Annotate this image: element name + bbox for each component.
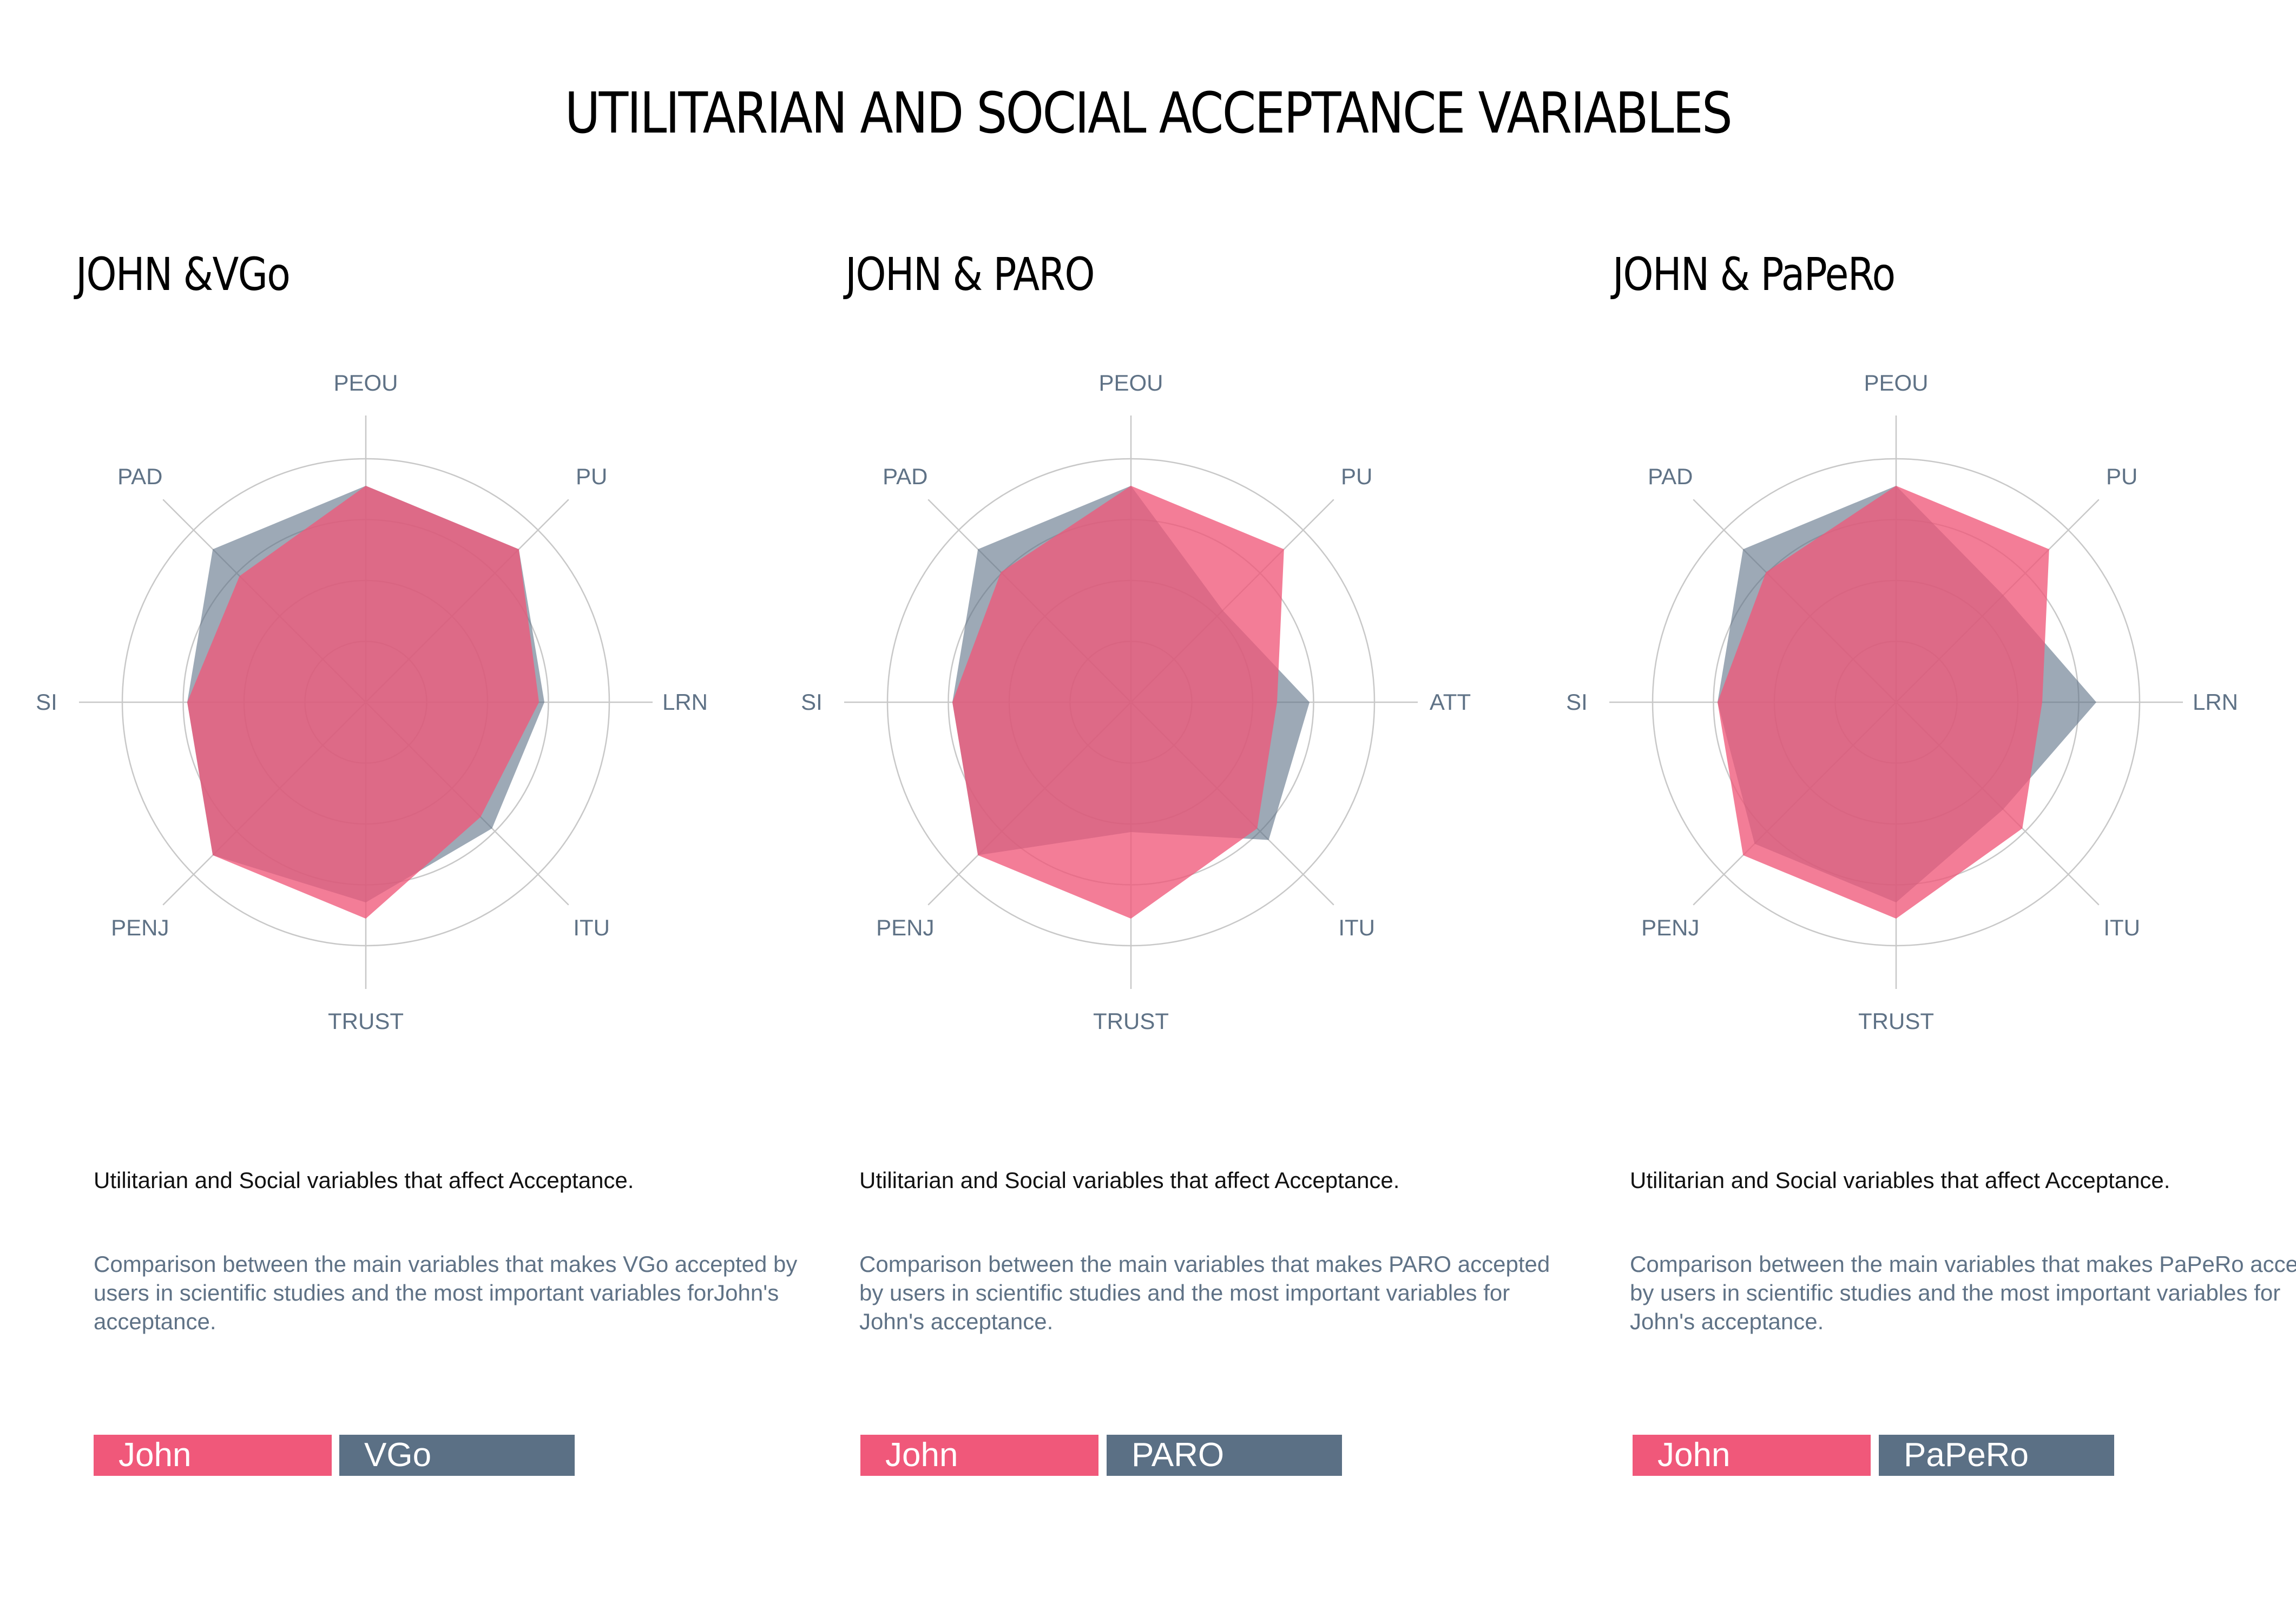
axis-label-penj: PENJ xyxy=(876,915,934,940)
axis-label-pad: PAD xyxy=(117,464,162,489)
axis-label-peou: PEOU xyxy=(333,370,398,395)
axis-label-peou: PEOU xyxy=(1864,370,1928,395)
axis-label-peou: PEOU xyxy=(1098,370,1163,395)
axis-label-pu: PU xyxy=(576,464,607,489)
radar-chart: PEOU PU ATT ITU TRUST PENJ SI PAD xyxy=(801,370,1471,1034)
legend-john: John xyxy=(860,1435,1098,1476)
radar-chart: PEOU PU LRN ITU TRUST PENJ SI PAD xyxy=(36,370,708,1034)
description-body: Comparison between the main variables th… xyxy=(1630,1251,2296,1334)
axis-label-pad: PAD xyxy=(883,464,927,489)
panel-papero: JOHN & PaPeRo PEOU PU LRN ITU TRUST PENJ SI PAD… xyxy=(1530,0,2296,1623)
description-heading: Utilitarian and Social variables that af… xyxy=(1630,1167,2170,1193)
series-john-area xyxy=(952,486,1284,919)
panel-title: JOHN & PaPeRo xyxy=(1613,248,1896,301)
axis-label-itu: ITU xyxy=(2103,915,2140,940)
axis-label-pu: PU xyxy=(1341,464,1372,489)
legend-john: John xyxy=(1633,1435,1871,1476)
legend-robot: VGo xyxy=(339,1435,575,1476)
series-john-area xyxy=(1718,486,2049,919)
description-body: Comparison between the main variables th… xyxy=(859,1251,1550,1334)
axis-label-pad: PAD xyxy=(1648,464,1693,489)
description-heading: Utilitarian and Social variables that af… xyxy=(859,1167,1400,1193)
axis-label-itu: ITU xyxy=(573,915,610,940)
legend-robot: PARO xyxy=(1107,1435,1342,1476)
axis-label-trust: TRUST xyxy=(1858,1008,1934,1034)
panel-title: JOHN & PARO xyxy=(845,248,1095,301)
axis-label-trust: TRUST xyxy=(328,1008,404,1034)
axis-label-pu: PU xyxy=(2106,464,2137,489)
description-heading: Utilitarian and Social variables that af… xyxy=(94,1167,634,1193)
axis-label-si: SI xyxy=(1566,689,1588,715)
axis-label-att: ATT xyxy=(1430,689,1471,715)
radar-chart: PEOU PU LRN ITU TRUST PENJ SI PAD xyxy=(1566,370,2238,1034)
series-john-area xyxy=(187,486,539,919)
page-title: UTILITARIAN AND SOCIAL ACCEPTANCE VARIAB… xyxy=(564,80,1733,146)
legend-robot: PaPeRo xyxy=(1879,1435,2114,1476)
panel-paro: JOHN & PARO PEOU PU ATT ITU TRUST PENJ SI PAD U… xyxy=(765,0,1550,1623)
axis-label-penj: PENJ xyxy=(1641,915,1699,940)
axis-label-penj: PENJ xyxy=(111,915,169,940)
axis-label-lrn: LRN xyxy=(2193,689,2238,715)
axis-label-itu: ITU xyxy=(1338,915,1375,940)
description-body: Comparison between the main variables th… xyxy=(94,1251,798,1334)
legend-john: John xyxy=(94,1435,332,1476)
axis-label-si: SI xyxy=(801,689,823,715)
axis-label-trust: TRUST xyxy=(1093,1008,1169,1034)
axis-label-si: SI xyxy=(36,689,57,715)
axis-label-lrn: LRN xyxy=(662,689,708,715)
panel-title: JOHN &VGo xyxy=(76,248,291,301)
panel-vgo: JOHN &VGo PEOU PU LRN ITU TRUST PENJ SI PAD Uti… xyxy=(0,0,797,1623)
